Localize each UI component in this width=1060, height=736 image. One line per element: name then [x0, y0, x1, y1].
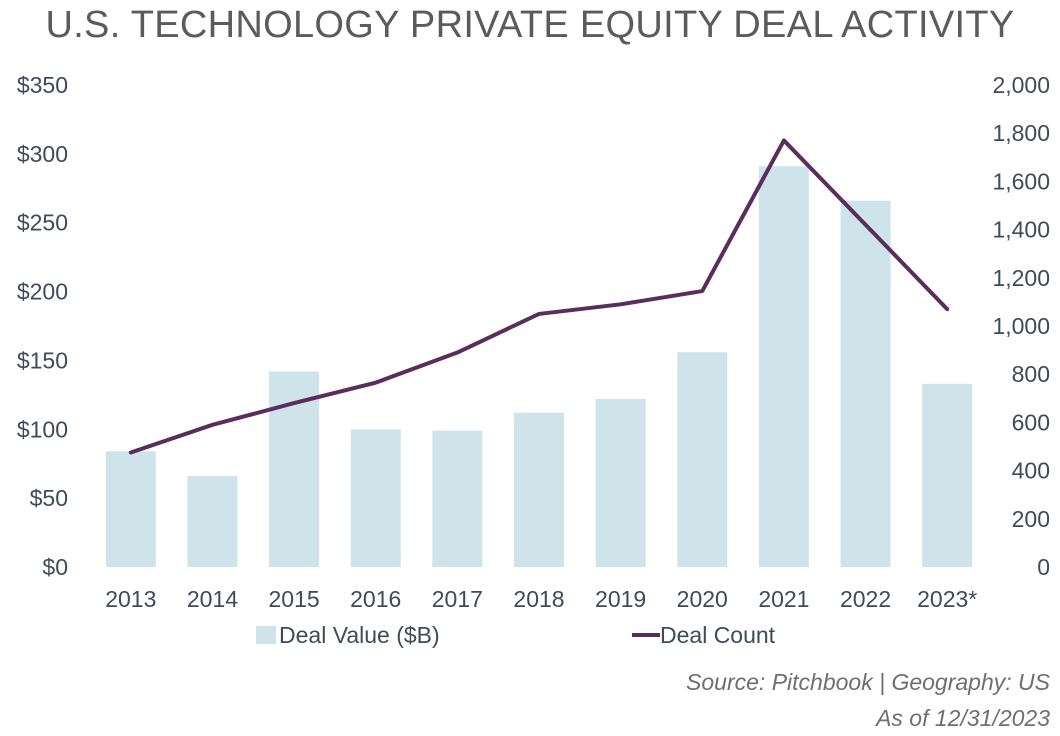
x-tick: 2021	[758, 586, 809, 612]
y-right-tick: 1,800	[992, 120, 1050, 146]
date-line: As of 12/31/2023	[686, 700, 1050, 736]
y-right-tick: 400	[1012, 458, 1050, 484]
y-right-tick: 1,000	[992, 313, 1050, 339]
y-right-tick: 600	[1012, 409, 1050, 435]
bar-2017	[432, 431, 482, 567]
y-right-tick: 0	[1037, 554, 1050, 580]
legend-label-deal-count: Deal Count	[660, 622, 776, 648]
y-right-tick: 800	[1012, 361, 1050, 387]
y-right-tick: 1,400	[992, 217, 1050, 243]
x-axis-ticks: 2013 2014 2015 2016 2017 2018 2019 2020 2021 2022…	[105, 586, 977, 612]
bar-2020	[677, 352, 727, 567]
bar-2019	[596, 399, 646, 567]
y-right-tick: 1,200	[992, 265, 1050, 291]
bar-2023	[922, 384, 972, 567]
x-tick: 2018	[513, 586, 564, 612]
y-left-tick: $100	[17, 416, 68, 442]
x-tick: 2013	[105, 586, 156, 612]
legend: Deal Value ($B) Deal Count	[256, 622, 776, 648]
deal-count-line	[131, 140, 947, 452]
y-left-tick: $200	[17, 279, 68, 305]
left-axis-ticks: $0 $50 $100 $150 $200 $250 $300 $350	[17, 72, 68, 580]
legend-label-deal-value: Deal Value ($B)	[279, 622, 440, 648]
bar-2013	[106, 451, 156, 567]
source-note: Source: Pitchbook | Geography: US As of …	[686, 664, 1050, 736]
x-tick: 2020	[677, 586, 728, 612]
x-tick: 2022	[840, 586, 891, 612]
y-left-tick: $300	[17, 141, 68, 167]
x-tick: 2015	[269, 586, 320, 612]
y-left-tick: $0	[42, 554, 68, 580]
bar-2014	[187, 476, 237, 567]
x-tick: 2017	[432, 586, 483, 612]
y-left-tick: $150	[17, 347, 68, 373]
y-left-tick: $250	[17, 210, 68, 236]
line-group	[131, 140, 948, 452]
bars-group	[106, 166, 972, 567]
x-tick: 2016	[350, 586, 401, 612]
bar-2016	[351, 429, 401, 567]
y-right-tick: 1,600	[992, 168, 1050, 194]
bar-2021	[759, 166, 809, 567]
x-tick: 2023*	[917, 586, 977, 612]
y-right-tick: 2,000	[992, 72, 1050, 98]
bar-2018	[514, 413, 564, 567]
legend-swatch-deal-value	[256, 626, 276, 644]
x-tick: 2014	[187, 586, 238, 612]
bar-2022	[841, 201, 891, 567]
right-axis-ticks: 0 200 400 600 800 1,000 1,200 1,400 1,600 1,800 2,…	[992, 72, 1050, 580]
y-left-tick: $350	[17, 72, 68, 98]
x-tick: 2019	[595, 586, 646, 612]
source-line: Source: Pitchbook | Geography: US	[686, 664, 1050, 700]
y-right-tick: 200	[1012, 506, 1050, 532]
y-left-tick: $50	[30, 485, 68, 511]
